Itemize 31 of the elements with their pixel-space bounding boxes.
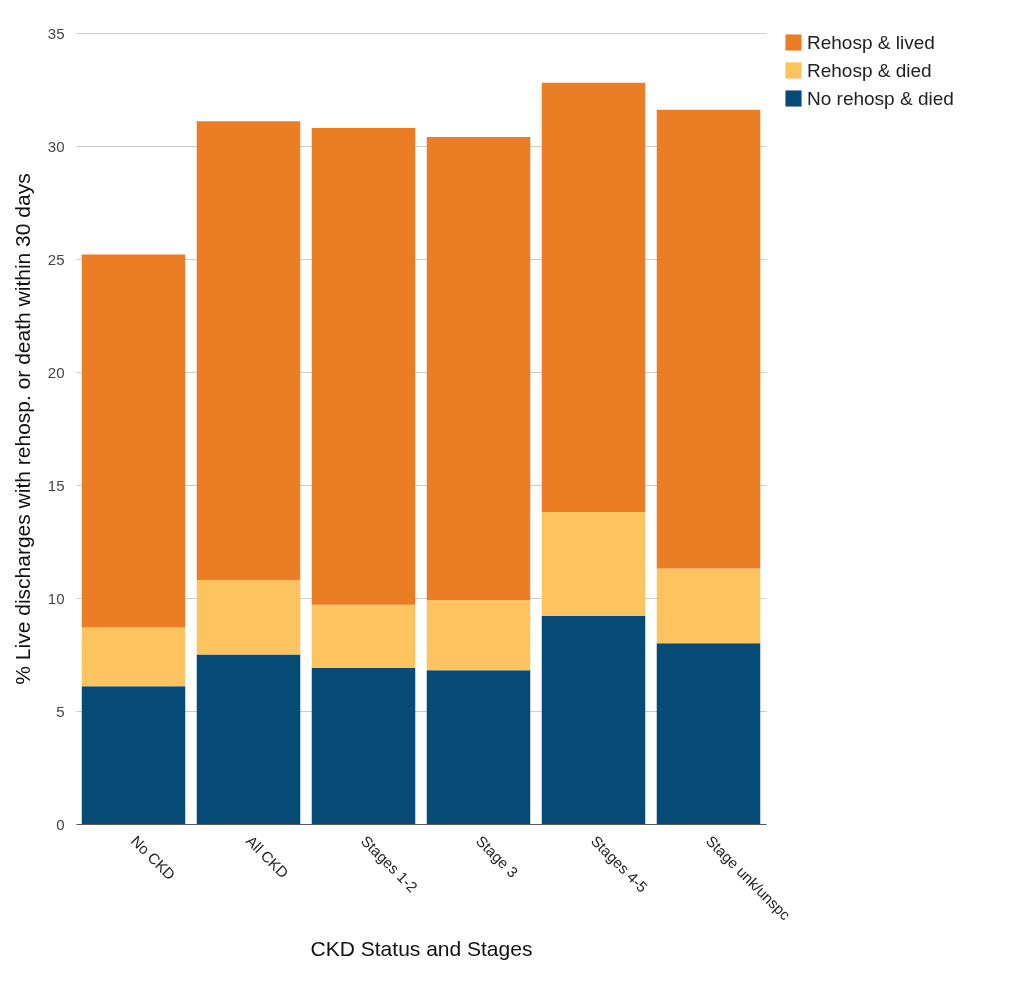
legend-label: Rehosp & died bbox=[807, 59, 932, 81]
bar bbox=[541, 512, 646, 617]
y-tick-label: 35 bbox=[47, 24, 65, 42]
bar bbox=[656, 568, 761, 644]
bar bbox=[541, 616, 646, 824]
bar bbox=[311, 604, 416, 669]
bar bbox=[311, 127, 416, 605]
y-tick-label: 0 bbox=[56, 815, 65, 833]
bar bbox=[656, 643, 761, 824]
legend-label: Rehosp & lived bbox=[807, 31, 935, 53]
bar bbox=[656, 109, 761, 569]
bar bbox=[426, 136, 531, 601]
bar bbox=[311, 668, 416, 824]
y-tick-label: 20 bbox=[47, 363, 65, 381]
y-tick-label: 25 bbox=[47, 250, 65, 268]
bar bbox=[196, 654, 301, 824]
x-axis-title: CKD Status and Stages bbox=[310, 937, 533, 961]
y-axis-title: % Live discharges with rehosp. or death within 30 days bbox=[10, 173, 34, 685]
bar bbox=[196, 579, 301, 655]
bar bbox=[81, 627, 186, 687]
bar bbox=[426, 600, 531, 671]
bar bbox=[81, 254, 186, 628]
bar bbox=[196, 121, 301, 580]
bar bbox=[541, 82, 646, 513]
bar bbox=[81, 686, 186, 824]
y-tick-label: 5 bbox=[56, 702, 65, 720]
y-tick-label: 30 bbox=[47, 137, 65, 155]
y-tick-label: 10 bbox=[47, 589, 65, 607]
y-tick-label: 15 bbox=[47, 476, 65, 494]
legend-label: No rehosp & died bbox=[807, 87, 954, 109]
bar bbox=[426, 670, 531, 824]
